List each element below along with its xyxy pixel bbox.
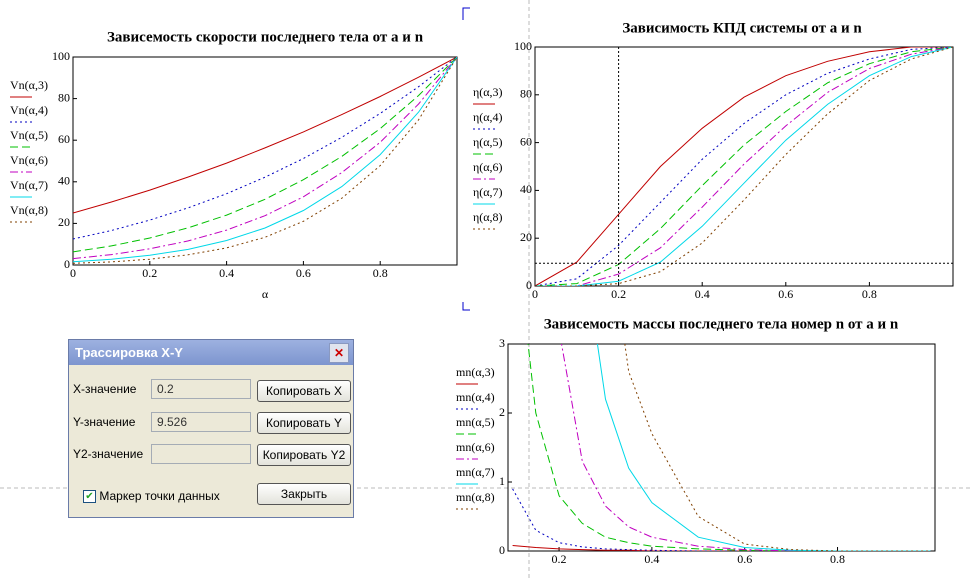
y-tick-label: 2 bbox=[499, 405, 505, 419]
legend-label: η(α,7) bbox=[473, 185, 503, 199]
y-tick-label: 60 bbox=[520, 134, 532, 148]
legend-label: mn(α,5) bbox=[456, 415, 495, 429]
y-tick-label: 1 bbox=[499, 474, 505, 488]
legend-label: mn(α,6) bbox=[456, 440, 495, 454]
copy-button[interactable]: Копировать Y bbox=[257, 412, 351, 434]
close-icon[interactable]: ✕ bbox=[329, 343, 349, 363]
legend-label: mn(α,8) bbox=[456, 490, 495, 504]
series-line bbox=[535, 47, 953, 286]
legend-label: η(α,8) bbox=[473, 210, 503, 224]
checkbox-label: Маркер точки данных bbox=[99, 489, 220, 503]
legend-label: Vn(α,7) bbox=[10, 178, 48, 192]
series-line bbox=[73, 57, 457, 263]
y-tick-label: 100 bbox=[514, 39, 532, 53]
series-line bbox=[512, 488, 931, 551]
x-tick-label: 0.2 bbox=[552, 552, 567, 566]
legend-label: mn(α,7) bbox=[456, 465, 495, 479]
series-line bbox=[73, 57, 457, 260]
field-label: Y-значение bbox=[73, 415, 136, 429]
y-tick-label: 20 bbox=[58, 215, 70, 229]
x-axis-label: α bbox=[262, 287, 269, 301]
legend-label: Vn(α,6) bbox=[10, 153, 48, 167]
legend-label: Vn(α,8) bbox=[10, 203, 48, 217]
y-tick-label: 0 bbox=[64, 257, 70, 271]
field-label: X-значение bbox=[73, 382, 137, 396]
x-tick-label: 0.6 bbox=[296, 266, 311, 280]
x-tick-label: 0.4 bbox=[695, 287, 710, 301]
copy-button[interactable]: Копировать Y2 bbox=[257, 444, 351, 466]
x-tick-label: 0.4 bbox=[644, 552, 659, 566]
copy-button[interactable]: Копировать X bbox=[257, 380, 351, 402]
legend-label: mn(α,4) bbox=[456, 390, 495, 404]
x-tick-label: 0.8 bbox=[830, 552, 845, 566]
x-tick-label: 0.8 bbox=[862, 287, 877, 301]
series-line bbox=[73, 57, 457, 264]
x-tick-label: 0.8 bbox=[373, 266, 388, 280]
field-value[interactable]: 9.526 bbox=[151, 412, 251, 432]
y-tick-label: 20 bbox=[520, 230, 532, 244]
y-tick-label: 0 bbox=[526, 278, 532, 292]
x-tick-label: 0.6 bbox=[778, 287, 793, 301]
field-value[interactable] bbox=[151, 444, 251, 464]
plot-frame bbox=[507, 343, 936, 552]
field-label: Y2-значение bbox=[73, 447, 144, 461]
series-line bbox=[527, 344, 931, 551]
series-line bbox=[512, 545, 931, 551]
legend-label: Vn(α,3) bbox=[10, 78, 48, 92]
series-line bbox=[535, 47, 953, 286]
checkbox[interactable]: ✔ Маркер точки данных bbox=[83, 489, 220, 504]
y-tick-label: 3 bbox=[499, 336, 505, 350]
series-line bbox=[73, 57, 457, 253]
series-line bbox=[73, 57, 457, 214]
series-line bbox=[596, 344, 931, 551]
close-button[interactable]: Закрыть bbox=[257, 483, 351, 505]
legend-label: mn(α,3) bbox=[456, 365, 495, 379]
y-tick-label: 100 bbox=[52, 49, 70, 63]
region-marker bbox=[462, 7, 470, 311]
y-tick-label: 80 bbox=[58, 90, 70, 104]
y-tick-label: 40 bbox=[58, 174, 70, 188]
y-tick-label: 60 bbox=[58, 132, 70, 146]
plot-frame bbox=[72, 56, 458, 266]
series-line bbox=[561, 344, 931, 551]
chart-title: Зависемость массы последнего тела номер … bbox=[544, 316, 899, 332]
series-line bbox=[535, 47, 953, 286]
chart-title: Зависимость КПД системы от а и n bbox=[622, 20, 862, 36]
legend-label: Vn(α,5) bbox=[10, 128, 48, 142]
series-line bbox=[535, 47, 953, 286]
trace-dialog: Трассировка X-Y ✕ X-значение 0.2 Копиров… bbox=[68, 339, 354, 518]
legend-label: η(α,5) bbox=[473, 135, 503, 149]
y-tick-label: 40 bbox=[520, 182, 532, 196]
x-tick-label: 0 bbox=[70, 266, 76, 280]
x-tick-label: 0 bbox=[532, 287, 538, 301]
series-line bbox=[624, 344, 931, 551]
x-tick-label: 0.6 bbox=[737, 552, 752, 566]
y-tick-label: 0 bbox=[499, 543, 505, 557]
y-tick-label: 80 bbox=[520, 87, 532, 101]
field-value[interactable]: 0.2 bbox=[151, 379, 251, 399]
chart-title: Зависемость скорости последнего тела от … bbox=[107, 29, 424, 45]
legend-label: η(α,4) bbox=[473, 110, 503, 124]
series-line bbox=[535, 47, 953, 286]
legend-label: Vn(α,4) bbox=[10, 103, 48, 117]
x-tick-label: 0.4 bbox=[219, 266, 234, 280]
series-line bbox=[73, 57, 457, 240]
x-tick-label: 0.2 bbox=[611, 287, 626, 301]
plot-frame bbox=[534, 46, 954, 287]
x-tick-label: 0.2 bbox=[142, 266, 157, 280]
legend-label: η(α,6) bbox=[473, 160, 503, 174]
legend-label: η(α,3) bbox=[473, 85, 503, 99]
dialog-title: Трассировка X-Y bbox=[69, 340, 353, 365]
series-line bbox=[535, 47, 953, 286]
